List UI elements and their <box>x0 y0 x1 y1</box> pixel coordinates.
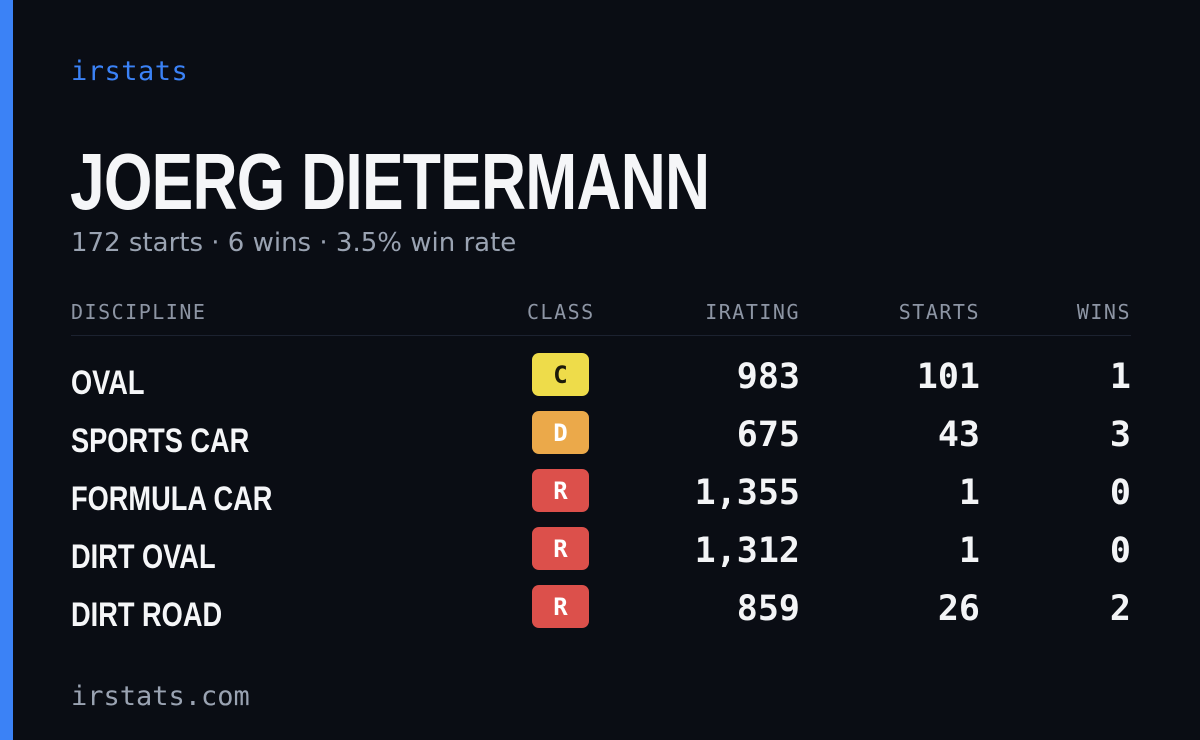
row-irating: 859 <box>736 589 800 629</box>
row-irating: 1,355 <box>694 473 800 513</box>
table-row: SPORTS CAR D 675 43 3 <box>71 411 1131 469</box>
table-row: DIRT OVAL R 1,312 1 0 <box>71 527 1131 585</box>
row-discipline: FORMULA CAR <box>71 480 273 518</box>
row-discipline: SPORTS CAR <box>71 422 250 460</box>
stats-table: DISCIPLINE CLASS IRATING STARTS WINS OVA… <box>71 296 1131 643</box>
row-discipline: DIRT OVAL <box>71 538 216 576</box>
table-row: OVAL C 983 101 1 <box>71 353 1131 411</box>
driver-summary: 172 starts · 6 wins · 3.5% win rate <box>71 228 517 258</box>
table-row: FORMULA CAR R 1,355 1 0 <box>71 469 1131 527</box>
header-class: CLASS <box>527 300 595 324</box>
driver-name: JOERG DIETERMANN <box>70 137 710 226</box>
row-wins: 0 <box>1109 531 1131 571</box>
accent-bar <box>0 0 13 740</box>
header-discipline: DISCIPLINE <box>71 300 207 324</box>
footer-url: irstats.com <box>71 681 250 712</box>
class-badge: D <box>532 411 589 454</box>
class-badge: R <box>532 585 589 628</box>
row-discipline: OVAL <box>71 364 145 402</box>
row-starts: 26 <box>937 589 980 629</box>
header-wins: WINS <box>1076 300 1131 324</box>
row-irating: 1,312 <box>694 531 800 571</box>
row-wins: 2 <box>1109 589 1131 629</box>
row-irating: 983 <box>736 357 800 397</box>
row-wins: 3 <box>1109 415 1131 455</box>
class-badge: R <box>532 527 589 570</box>
row-starts: 101 <box>916 357 980 397</box>
class-badge: C <box>532 353 589 396</box>
table-body: OVAL C 983 101 1 SPORTS CAR D 675 43 3 FORMULA CAR… <box>71 353 1131 643</box>
row-starts: 43 <box>937 415 980 455</box>
row-starts: 1 <box>958 531 980 571</box>
row-starts: 1 <box>958 473 980 513</box>
row-irating: 675 <box>736 415 800 455</box>
header-starts: STARTS <box>898 300 980 324</box>
table-row: DIRT ROAD R 859 26 2 <box>71 585 1131 643</box>
table-header: DISCIPLINE CLASS IRATING STARTS WINS <box>71 296 1131 336</box>
header-irating: IRATING <box>705 300 800 324</box>
row-wins: 1 <box>1109 357 1131 397</box>
row-wins: 0 <box>1109 473 1131 513</box>
row-discipline: DIRT ROAD <box>71 596 223 634</box>
brand-logo: irstats <box>71 56 189 87</box>
class-badge: R <box>532 469 589 512</box>
